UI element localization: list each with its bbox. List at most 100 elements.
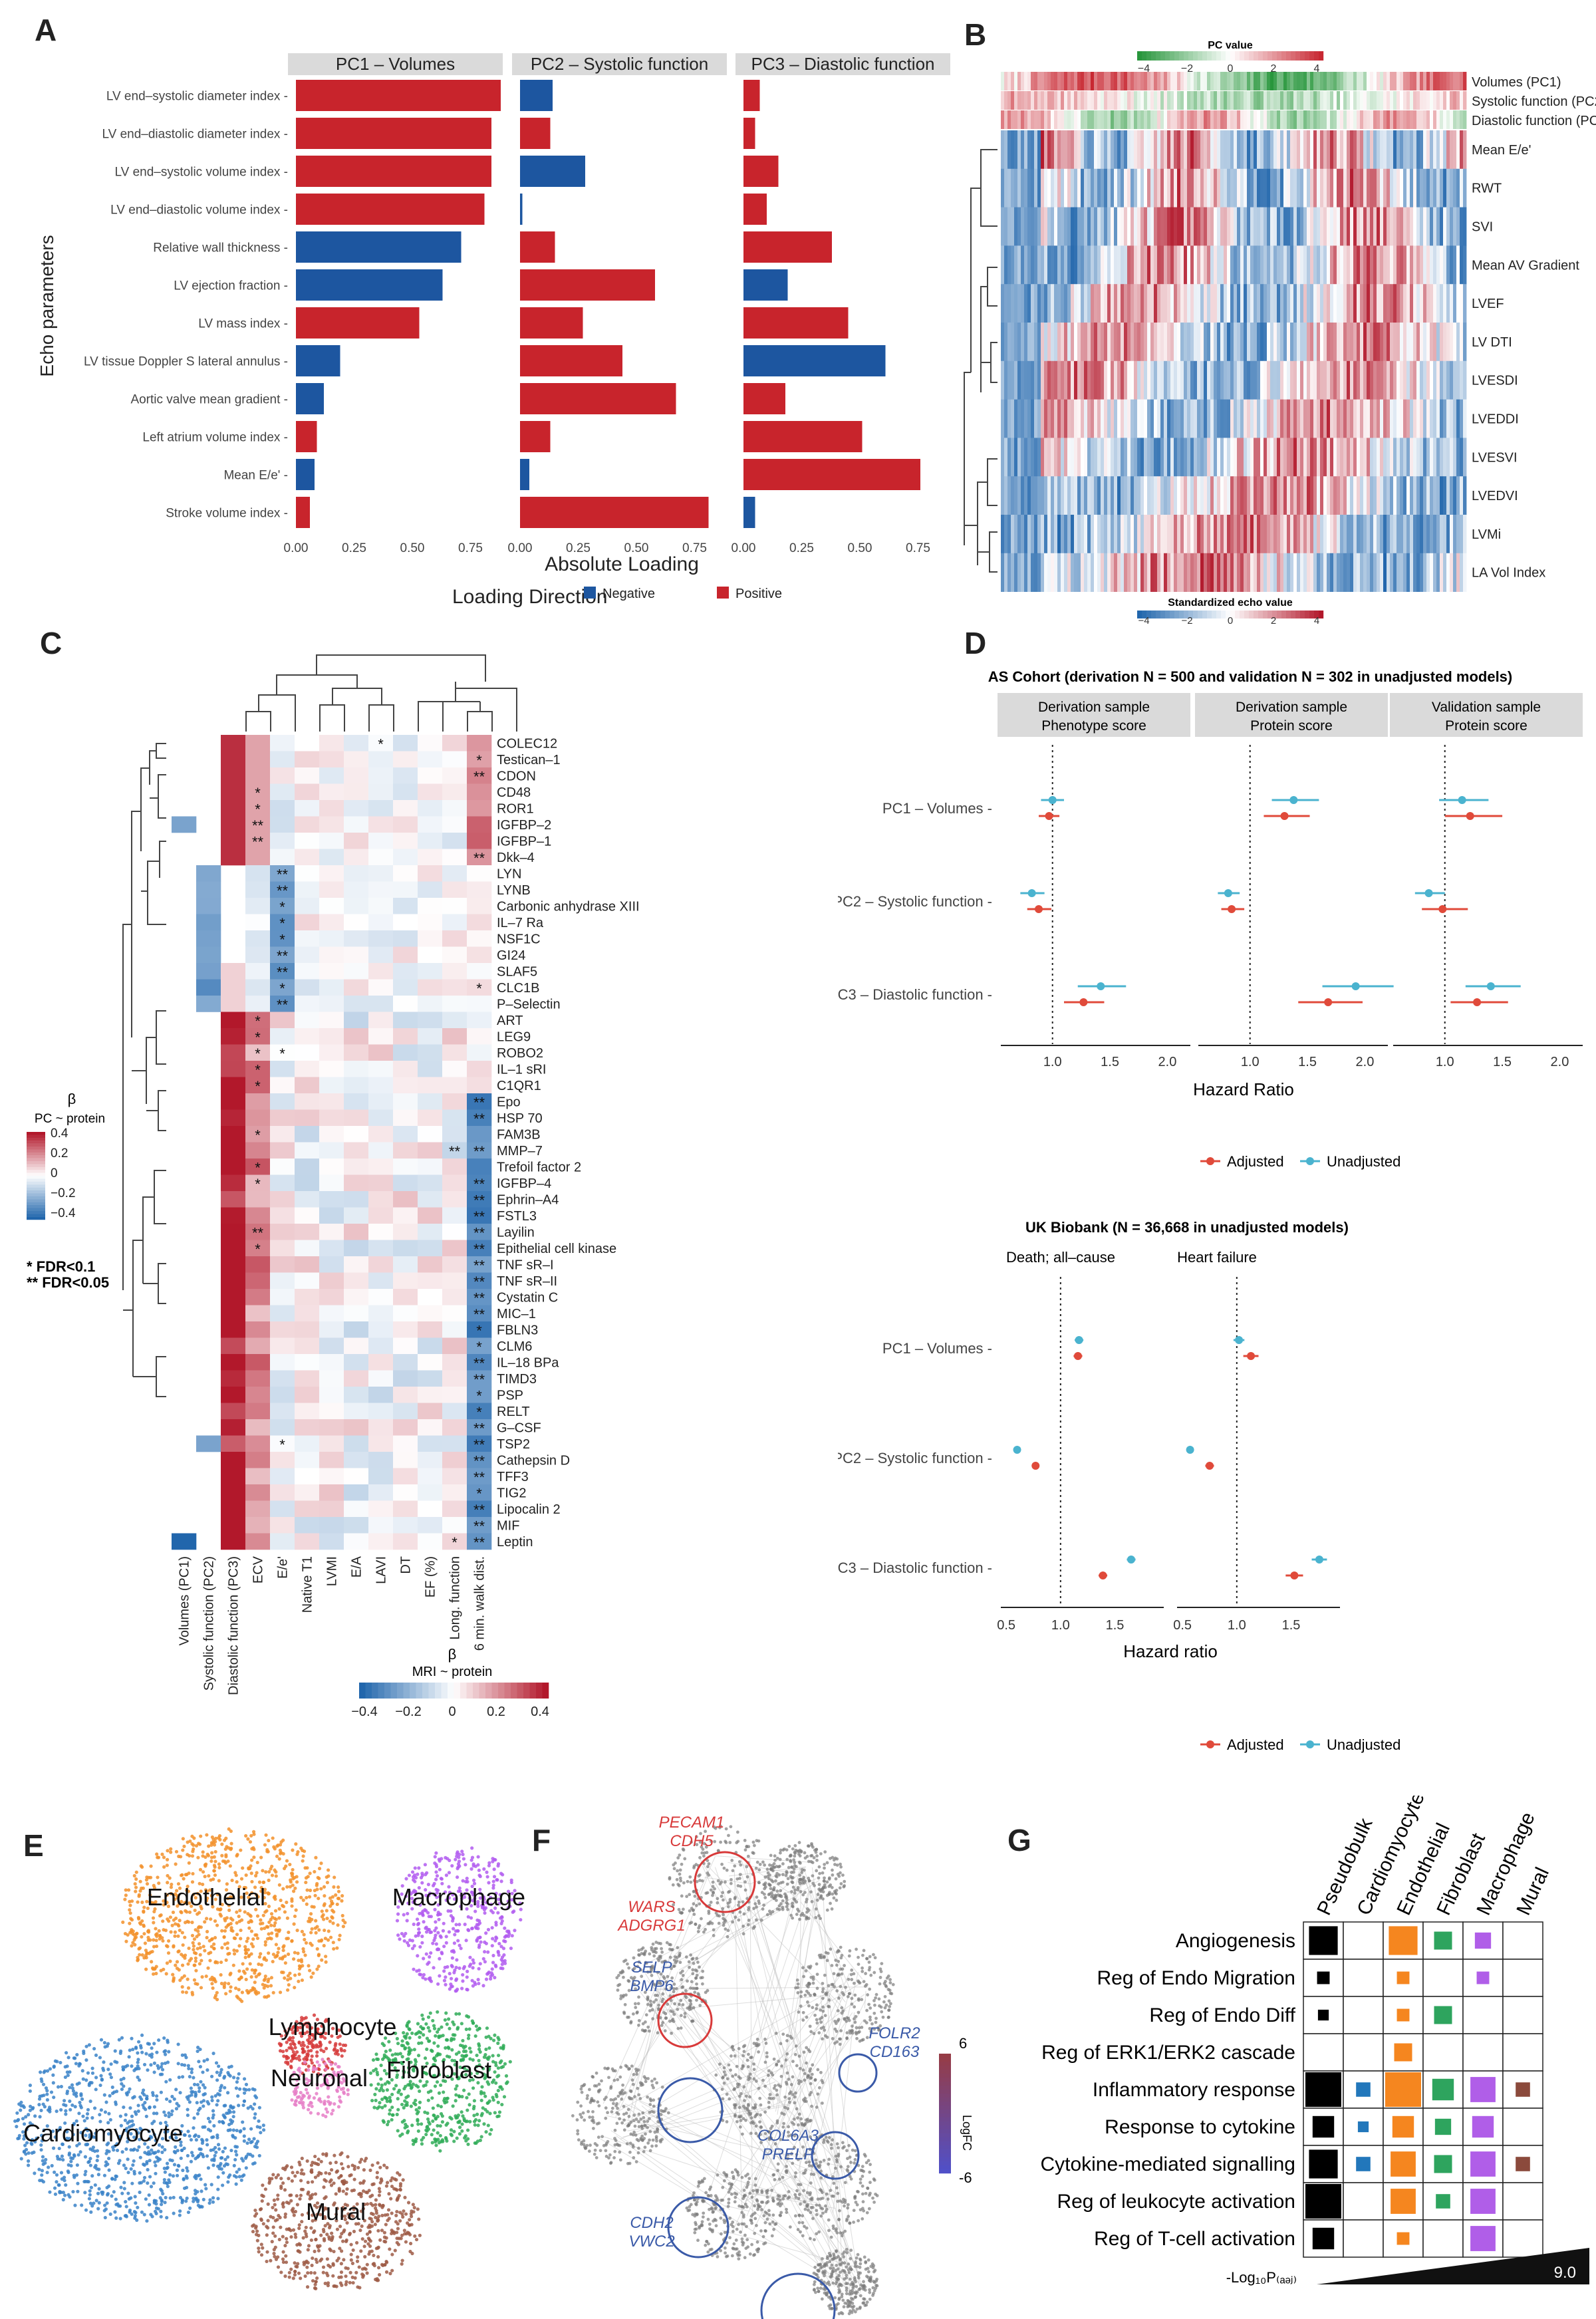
pc-cell bbox=[1101, 91, 1105, 110]
heat-cell bbox=[1037, 553, 1041, 592]
heat-cell bbox=[368, 849, 394, 866]
cell-point bbox=[330, 2034, 334, 2038]
heat-cell bbox=[1091, 245, 1095, 285]
heat-cell bbox=[1051, 168, 1055, 207]
cell-point bbox=[245, 1891, 249, 1895]
heat-cell bbox=[1214, 284, 1218, 323]
pc-cell bbox=[1081, 110, 1085, 129]
heat-cell bbox=[1101, 207, 1105, 246]
cell-point bbox=[467, 1896, 471, 1900]
pc-cell bbox=[1320, 91, 1324, 110]
pc-cell bbox=[1333, 72, 1337, 90]
pc-scale-seg bbox=[1267, 51, 1273, 61]
cell-point bbox=[170, 1882, 174, 1887]
heat-cell bbox=[1327, 323, 1331, 362]
heat-cell bbox=[418, 898, 443, 914]
cell-point bbox=[461, 2114, 465, 2118]
heat-cell bbox=[1244, 323, 1248, 362]
heat-cell bbox=[1230, 284, 1234, 323]
heat-cell bbox=[1373, 553, 1377, 592]
x-tick: 0.5 bbox=[997, 1618, 1015, 1633]
heat-cell bbox=[1064, 360, 1068, 400]
cell-point bbox=[174, 1849, 179, 1853]
heat-cell bbox=[1017, 553, 1021, 592]
pc-cell bbox=[1087, 72, 1091, 90]
protein-label: LEG9 bbox=[497, 1029, 531, 1044]
echo-scale-seg bbox=[1142, 611, 1147, 618]
cell-point bbox=[275, 1934, 279, 1938]
heat-cell bbox=[418, 833, 443, 849]
pc-scale-seg bbox=[1254, 51, 1259, 61]
cell-point bbox=[247, 1895, 251, 1899]
heat-cell bbox=[295, 767, 320, 784]
heat-cell bbox=[1393, 438, 1397, 477]
heat-cell bbox=[442, 1517, 467, 1534]
protein-label: TNF sR–II bbox=[497, 1274, 557, 1289]
heat-cell bbox=[1380, 168, 1384, 207]
heat-cell bbox=[1463, 323, 1467, 362]
cell-point bbox=[424, 1893, 428, 1897]
heat-cell bbox=[393, 1093, 418, 1110]
heat-cell bbox=[1064, 284, 1068, 323]
heat-cell bbox=[1057, 207, 1061, 246]
heat-cell bbox=[1167, 323, 1171, 362]
heat-cell bbox=[344, 849, 369, 866]
cell-point bbox=[294, 1842, 298, 1846]
heat-cell bbox=[1170, 284, 1174, 323]
bar bbox=[520, 231, 555, 263]
cell-point bbox=[308, 2036, 312, 2040]
cell-point bbox=[438, 2133, 442, 2137]
heat-cell bbox=[1121, 284, 1125, 323]
heat-cell bbox=[1390, 399, 1394, 438]
heat-cell bbox=[1377, 360, 1381, 400]
cell-point bbox=[462, 2088, 466, 2092]
heat-cell bbox=[1007, 130, 1011, 170]
heat-cell bbox=[1024, 438, 1028, 477]
heat-cell bbox=[1370, 168, 1374, 207]
heat-cell bbox=[1323, 245, 1327, 285]
cell-point bbox=[482, 1867, 486, 1871]
echo-scale-seg bbox=[1137, 611, 1142, 618]
heat-cell bbox=[344, 930, 369, 947]
heat-cell bbox=[1124, 168, 1128, 207]
cell-point bbox=[199, 1834, 203, 1838]
cell-point bbox=[265, 1847, 269, 1852]
heat-cell bbox=[418, 751, 443, 768]
heat-cell bbox=[1064, 476, 1068, 515]
heat-cell bbox=[1197, 360, 1201, 400]
cell-point bbox=[274, 1917, 278, 1921]
protein-label: TNF sR–I bbox=[497, 1258, 554, 1272]
protein-label: TIG2 bbox=[497, 1486, 526, 1500]
heat-cell bbox=[467, 800, 492, 817]
cell-point bbox=[239, 1976, 243, 1980]
heat-cell bbox=[1174, 515, 1178, 554]
echo-scale-seg bbox=[1188, 611, 1194, 618]
cell-point bbox=[460, 1849, 464, 1853]
heat-cell bbox=[1130, 207, 1134, 246]
heat-cell bbox=[1154, 438, 1158, 477]
heat-cell bbox=[1270, 476, 1274, 515]
heat-cell bbox=[1307, 476, 1311, 515]
heat-cell bbox=[1134, 476, 1138, 515]
heat-cell bbox=[221, 1256, 246, 1273]
heat-cell bbox=[1047, 553, 1051, 592]
heat-cell bbox=[221, 1387, 246, 1403]
cell-point bbox=[302, 1849, 307, 1853]
heat-cell bbox=[1283, 284, 1287, 323]
heat-cell bbox=[467, 1403, 492, 1420]
heat-cell bbox=[1260, 207, 1264, 246]
heat-cell bbox=[1380, 438, 1384, 477]
heat-cell bbox=[245, 946, 271, 964]
cell-point bbox=[259, 1918, 263, 1922]
heat-cell bbox=[1270, 245, 1274, 285]
heat-cell bbox=[393, 963, 418, 980]
heat-cell bbox=[1084, 130, 1088, 170]
cell-point bbox=[506, 1889, 511, 1893]
heat-cell bbox=[1303, 360, 1307, 400]
heat-cell bbox=[1061, 515, 1065, 554]
legend-seg bbox=[27, 1164, 45, 1167]
heat-cell bbox=[344, 1387, 369, 1403]
pc-cell bbox=[1157, 72, 1161, 90]
heat-cell bbox=[1174, 476, 1178, 515]
cell-point bbox=[417, 1927, 421, 1931]
